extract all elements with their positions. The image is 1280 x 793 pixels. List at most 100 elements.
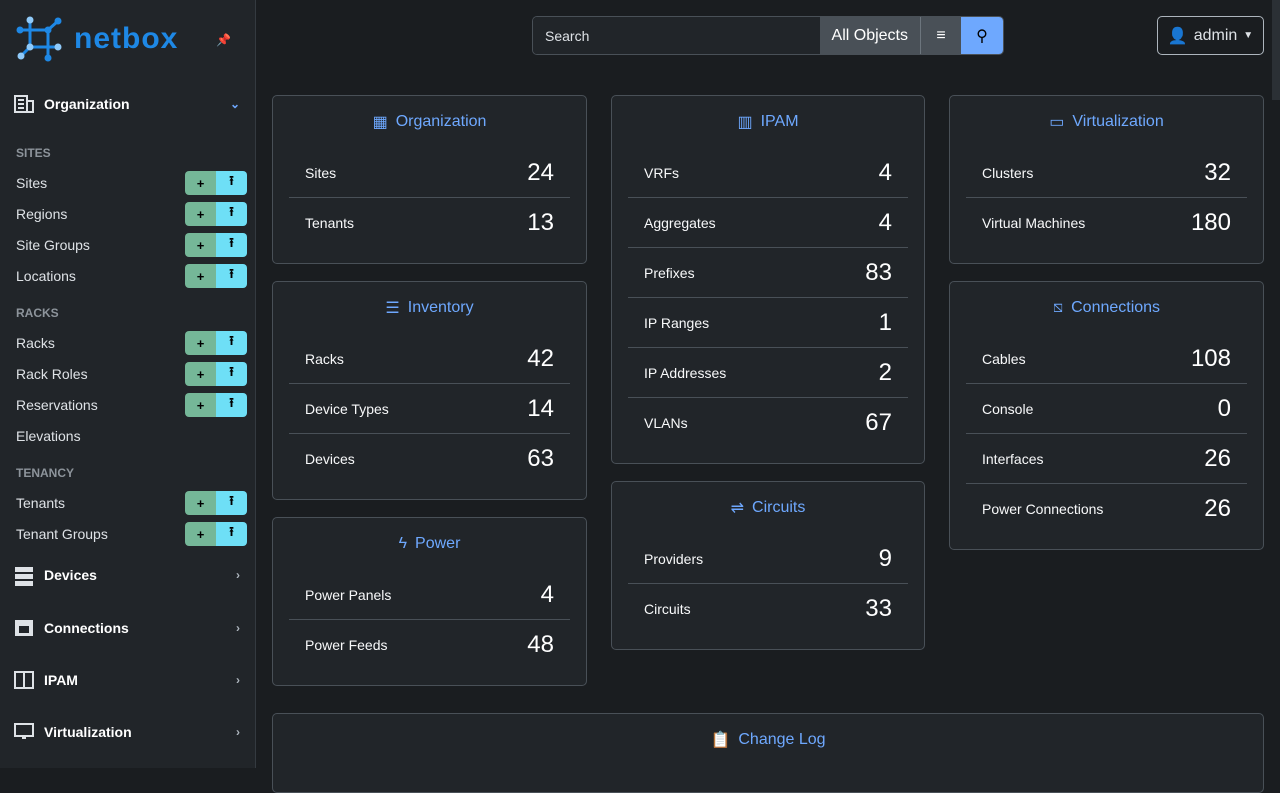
card-title[interactable]: Power xyxy=(415,535,461,552)
user-menu-button[interactable]: 👤 admin ▼ xyxy=(1157,16,1264,55)
add-button[interactable]: + xyxy=(185,233,216,257)
card-title[interactable]: Circuits xyxy=(752,499,806,516)
stat-label[interactable]: Power Feeds xyxy=(305,637,388,653)
stat-count: 4 xyxy=(540,580,554,608)
search-scope-select[interactable]: All Objects xyxy=(819,17,921,54)
stat-row-aggregates[interactable]: Aggregates 4 xyxy=(628,198,908,248)
stat-row-virtual-machines[interactable]: Virtual Machines 180 xyxy=(966,198,1247,248)
import-button[interactable]: ⭱ xyxy=(216,393,247,417)
nav-section-ipam[interactable]: IPAM › xyxy=(14,671,240,689)
stat-label[interactable]: Racks xyxy=(305,350,344,367)
stat-label[interactable]: Sites xyxy=(305,164,337,181)
import-button[interactable]: ⭱ xyxy=(216,522,247,546)
stat-label[interactable]: VRFs xyxy=(644,164,679,181)
stat-row-racks[interactable]: Racks 42 xyxy=(289,334,570,384)
nav-item-sites[interactable]: Sites + ⭱ xyxy=(16,171,247,195)
group-label-sites: SITES xyxy=(16,146,51,160)
nav-section-organization[interactable]: Organization ⌄ xyxy=(14,95,240,113)
add-button[interactable]: + xyxy=(185,331,216,355)
nav-section-connections[interactable]: Connections › xyxy=(14,619,240,637)
stat-label[interactable]: IP Addresses xyxy=(644,364,727,381)
stat-label[interactable]: VLANs xyxy=(644,415,688,431)
nav-item-rack-roles[interactable]: Rack Roles + ⭱ xyxy=(16,362,247,386)
filter-button[interactable]: ≡ xyxy=(921,17,961,54)
scrollbar[interactable] xyxy=(1272,0,1280,100)
stat-label[interactable]: Virtual Machines xyxy=(982,215,1086,231)
search-input[interactable]: Search xyxy=(533,17,820,54)
stat-label[interactable]: Circuits xyxy=(644,601,691,617)
import-button[interactable]: ⭱ xyxy=(216,264,247,288)
nav-section-virtualization[interactable]: Virtualization › xyxy=(14,723,240,741)
nav-item-regions[interactable]: Regions + ⭱ xyxy=(16,202,247,226)
nav-item-elevations[interactable]: Elevations xyxy=(16,424,247,448)
stat-label[interactable]: Device Types xyxy=(305,400,389,417)
stat-count: 67 xyxy=(865,409,892,436)
stat-row-device-types[interactable]: Device Types 14 xyxy=(289,384,570,434)
add-button[interactable]: + xyxy=(185,491,216,515)
stat-row-ip-ranges[interactable]: IP Ranges 1 xyxy=(628,298,908,348)
stat-row-power-connections[interactable]: Power Connections 26 xyxy=(966,484,1247,534)
import-button[interactable]: ⭱ xyxy=(216,331,247,355)
stat-row-vlans[interactable]: VLANs 67 xyxy=(628,398,908,448)
stat-row-circuits[interactable]: Circuits 33 xyxy=(628,584,908,634)
stat-label[interactable]: Devices xyxy=(305,451,355,467)
stat-label[interactable]: Power Connections xyxy=(982,501,1104,517)
nav-section-devices[interactable]: Devices › xyxy=(14,566,240,586)
card-title[interactable]: Connections xyxy=(1071,299,1161,316)
stat-row-clusters[interactable]: Clusters 32 xyxy=(966,148,1247,198)
pin-sidebar-icon[interactable]: 📌 xyxy=(216,33,231,47)
stat-count: 14 xyxy=(527,394,554,422)
stat-row-interfaces[interactable]: Interfaces 26 xyxy=(966,434,1247,484)
import-button[interactable]: ⭱ xyxy=(216,491,247,515)
stat-label[interactable]: IP Ranges xyxy=(644,314,710,331)
nav-item-label: Racks xyxy=(16,335,55,351)
add-button[interactable]: + xyxy=(185,522,216,546)
stat-row-prefixes[interactable]: Prefixes 83 xyxy=(628,248,908,298)
card-title[interactable]: Organization xyxy=(395,113,487,130)
stat-label[interactable]: Aggregates xyxy=(644,214,716,231)
stat-row-tenants[interactable]: Tenants 13 xyxy=(289,198,570,248)
card-organization: ▦ Organization Sites 24 Tenants 13 xyxy=(272,95,587,264)
stat-label[interactable]: Providers xyxy=(644,550,704,567)
stat-row-devices[interactable]: Devices 63 xyxy=(289,434,570,484)
stat-row-console[interactable]: Console 0 xyxy=(966,384,1247,434)
import-button[interactable]: ⭱ xyxy=(216,202,247,226)
stat-row-ip-addresses[interactable]: IP Addresses 2 xyxy=(628,348,908,398)
add-button[interactable]: + xyxy=(185,264,216,288)
stat-count: 26 xyxy=(1204,495,1231,522)
stat-count: 4 xyxy=(878,158,892,186)
import-button[interactable]: ⭱ xyxy=(216,233,247,257)
stat-row-providers[interactable]: Providers 9 xyxy=(628,534,908,584)
add-button[interactable]: + xyxy=(185,393,216,417)
card-title[interactable]: Inventory xyxy=(407,299,474,316)
stat-row-cables[interactable]: Cables 108 xyxy=(966,334,1247,384)
nav-item-reservations[interactable]: Reservations + ⭱ xyxy=(16,393,247,417)
stat-row-sites[interactable]: Sites 24 xyxy=(289,148,570,198)
stat-label[interactable]: Interfaces xyxy=(982,450,1044,467)
card-title[interactable]: Change Log xyxy=(738,731,826,748)
card-title[interactable]: Virtualization xyxy=(1072,113,1164,130)
nav-item-locations[interactable]: Locations + ⭱ xyxy=(16,264,247,288)
netbox-logo[interactable]: netbox xyxy=(16,16,178,62)
stat-label[interactable]: Console xyxy=(982,400,1034,417)
nav-item-tenant-groups[interactable]: Tenant Groups + ⭱ xyxy=(16,522,247,546)
nav-item-tenants[interactable]: Tenants + ⭱ xyxy=(16,491,247,515)
stat-row-power-feeds[interactable]: Power Feeds 48 xyxy=(289,620,570,670)
nav-item-site-groups[interactable]: Site Groups + ⭱ xyxy=(16,233,247,257)
stat-row-vrfs[interactable]: VRFs 4 xyxy=(628,148,908,198)
stat-label[interactable]: Cables xyxy=(982,350,1026,367)
stat-label[interactable]: Clusters xyxy=(982,164,1034,181)
add-button[interactable]: + xyxy=(185,171,216,195)
stat-label[interactable]: Power Panels xyxy=(305,586,392,603)
stat-row-power-panels[interactable]: Power Panels 4 xyxy=(289,570,570,620)
add-button[interactable]: + xyxy=(185,362,216,386)
search-button[interactable]: ⚲ xyxy=(961,17,1003,54)
import-button[interactable]: ⭱ xyxy=(216,171,247,195)
stat-label[interactable]: Prefixes xyxy=(644,264,695,281)
stat-label[interactable]: Tenants xyxy=(305,215,355,231)
card-title[interactable]: IPAM xyxy=(760,113,799,130)
card-virtualization: ▭ Virtualization Clusters 32 Virtual Machine… xyxy=(949,95,1264,264)
add-button[interactable]: + xyxy=(185,202,216,226)
import-button[interactable]: ⭱ xyxy=(216,362,247,386)
nav-item-racks[interactable]: Racks + ⭱ xyxy=(16,331,247,355)
